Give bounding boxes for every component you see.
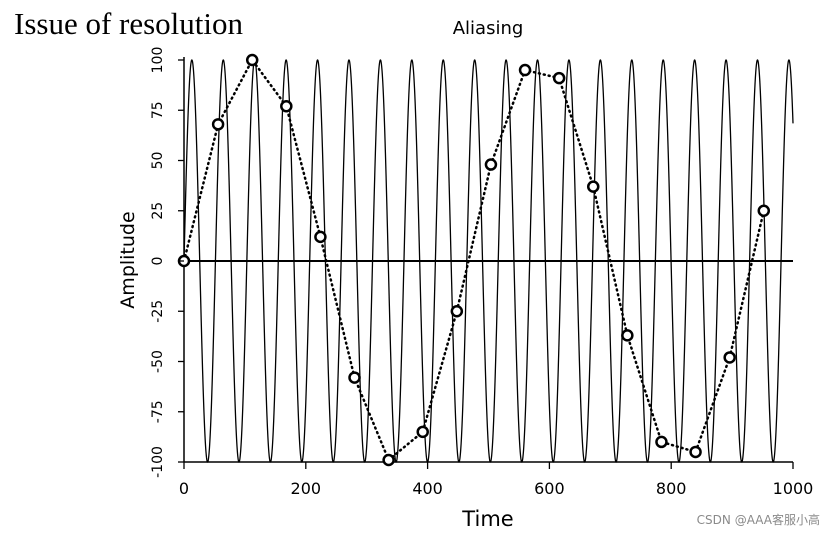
x-tick-label: 1000 bbox=[773, 479, 814, 498]
x-axis-label: Time bbox=[461, 507, 513, 531]
sample-point-5 bbox=[348, 371, 361, 384]
y-tick-label: -50 bbox=[150, 350, 166, 373]
y-tick-label: 25 bbox=[150, 202, 166, 220]
x-tick-label: 600 bbox=[534, 479, 565, 498]
sample-point-2 bbox=[245, 53, 259, 67]
y-tick-label: 50 bbox=[150, 152, 166, 170]
sample-point-8 bbox=[450, 305, 464, 318]
y-tick-label: 0 bbox=[150, 257, 166, 266]
sample-point-14 bbox=[655, 435, 668, 449]
sample-point-13 bbox=[621, 329, 634, 342]
x-tick-label: 200 bbox=[291, 479, 322, 498]
sample-point-3 bbox=[280, 99, 293, 113]
y-axis-label: Amplitude bbox=[117, 211, 139, 308]
watermark: CSDN @AAA客服小高 bbox=[696, 513, 820, 527]
y-tick-label: -100 bbox=[150, 446, 166, 478]
sample-point-7 bbox=[416, 425, 429, 439]
sample-point-10 bbox=[518, 63, 532, 77]
sample-point-15 bbox=[689, 445, 702, 459]
page-title: Issue of resolution bbox=[14, 6, 244, 41]
sample-point-9 bbox=[484, 158, 498, 171]
sample-point-16 bbox=[723, 351, 736, 364]
sample-point-11 bbox=[552, 71, 566, 85]
x-tick-label: 0 bbox=[179, 479, 189, 498]
y-tick-label: -75 bbox=[150, 400, 166, 423]
sample-point-17 bbox=[757, 204, 771, 217]
y-tick-label: 100 bbox=[150, 47, 166, 74]
x-tick-label: 400 bbox=[412, 479, 443, 498]
x-tick-label: 800 bbox=[656, 479, 687, 498]
sample-point-1 bbox=[211, 118, 225, 131]
y-tick-label: 75 bbox=[150, 101, 166, 119]
series-signal-line bbox=[183, 59, 794, 463]
sample-point-12 bbox=[586, 180, 600, 193]
chart-title: Aliasing bbox=[453, 18, 524, 39]
sample-point-4 bbox=[314, 230, 327, 244]
sample-point-6 bbox=[382, 453, 395, 467]
series-samples-line bbox=[182, 57, 766, 463]
y-tick-label: -25 bbox=[150, 300, 166, 323]
